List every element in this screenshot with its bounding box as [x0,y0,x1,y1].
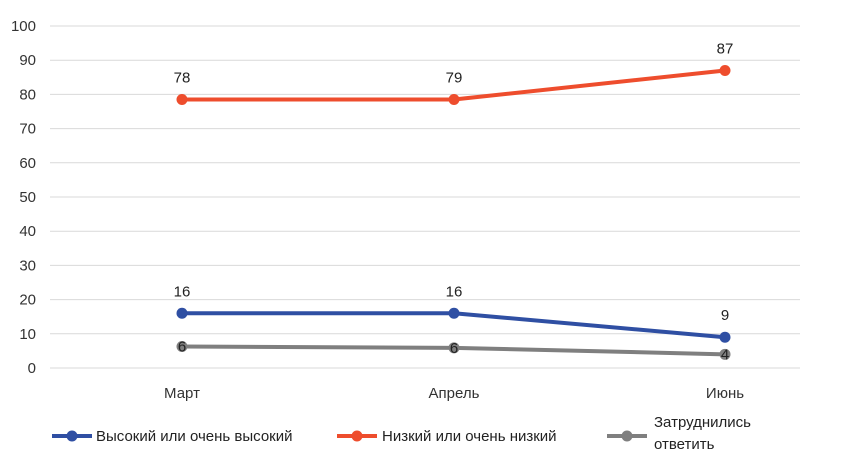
data-label: 4 [721,346,729,363]
series-point [719,331,731,343]
y-tick-label: 10 [19,326,36,343]
x-axis: Март Апрель Июнь [164,385,744,402]
data-label: 9 [721,307,729,324]
series-point [176,340,188,352]
data-label: 16 [174,283,191,300]
legend: Высокий или очень высокий Низкий или очен… [52,414,751,453]
series-group: 16 16 9 78 79 87 6 6 4 [174,40,734,363]
series-point [176,307,188,319]
series-point [448,307,460,319]
data-label: 79 [446,70,463,87]
data-label: 6 [450,340,458,357]
legend-label-line: Затруднились [654,414,751,431]
legend-swatch-marker [66,430,78,442]
y-tick-label: 50 [19,189,36,206]
series-point [448,342,460,354]
y-tick-label: 60 [19,155,36,172]
legend-swatch-marker [351,430,363,442]
x-tick-label: Июнь [706,385,744,402]
y-tick-label: 0 [28,360,36,377]
legend-label-line: ответить [654,436,715,453]
y-tick-label: 70 [19,121,36,138]
y-tick-label: 30 [19,257,36,274]
series-point [448,94,460,106]
x-tick-label: Апрель [429,385,480,402]
data-label: 6 [178,338,186,355]
x-tick-label: Март [164,385,200,402]
legend-label: Низкий или очень низкий [382,428,557,445]
y-tick-label: 20 [19,292,36,309]
legend-label: Высокий или очень высокий [96,428,292,445]
data-label: 87 [717,40,734,57]
series-point [719,348,731,360]
y-tick-label: 40 [19,223,36,240]
legend-swatch-marker [621,430,633,442]
data-label: 16 [446,283,463,300]
series-point [719,64,731,76]
y-axis: 0 10 20 30 40 50 60 70 80 90 100 [11,18,36,377]
y-tick-label: 100 [11,18,36,35]
series-point [176,94,188,106]
gridlines [50,25,800,369]
data-label: 78 [174,70,191,87]
y-tick-label: 80 [19,86,36,103]
y-tick-label: 90 [19,52,36,69]
